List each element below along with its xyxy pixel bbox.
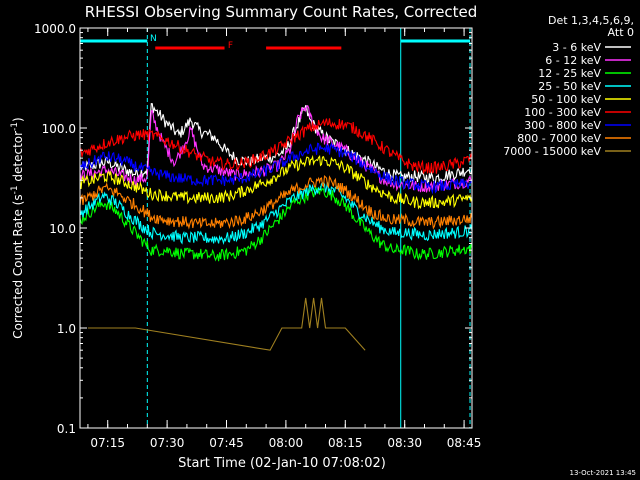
series-line-8 — [79, 174, 473, 230]
x-axis-label: Start Time (02-Jan-10 07:08:02) — [178, 456, 386, 471]
legend-label-1: 3 - 6 keV — [552, 41, 601, 54]
series-line-6 — [79, 118, 473, 174]
y-axis-label-sup1: -1 — [10, 185, 20, 194]
plot-area: NF — [79, 28, 473, 428]
legend-header-line-1: Det 1,3,4,5,6,9, — [548, 14, 634, 27]
x-tick-label-2: 07:30 — [150, 436, 185, 450]
legend-label-8: 800 - 7000 keV — [517, 132, 601, 145]
series-line-2 — [79, 104, 473, 193]
legend-label-7: 300 - 800 keV — [524, 119, 601, 132]
x-tick-label-3: 07:45 — [209, 436, 244, 450]
series-line-4 — [79, 182, 473, 245]
y-axis-label-main: Corrected Count Rate (s — [11, 194, 25, 338]
legend-label-5: 50 - 100 keV — [531, 93, 601, 106]
x-tick-label-7: 08:45 — [447, 436, 482, 450]
y-axis-label: Corrected Count Rate (s-1 detector-1) — [10, 117, 25, 338]
legend-label-9: 7000 - 15000 keV — [503, 145, 601, 158]
series-line-7 — [79, 142, 473, 195]
y-tick-label-1: 1000.0 — [34, 22, 76, 36]
series-line-5 — [79, 154, 473, 210]
y-axis-label-sup2: -1 — [10, 122, 20, 131]
x-tick-label-6: 08:30 — [387, 436, 422, 450]
axes: 1000.0 100.0 10.0 1.0 0.1 07:15 07:30 07:45 08:0… — [34, 22, 481, 450]
x-tick-label-1: 07:15 — [90, 436, 125, 450]
status-bar-label-3: F — [228, 41, 233, 51]
status-bar-label-1: N — [150, 34, 157, 44]
x-tick-label-5: 08:15 — [328, 436, 363, 450]
legend-label-2: 6 - 12 keV — [545, 54, 601, 67]
legend-label-4: 25 - 50 keV — [538, 80, 601, 93]
legend-header-line-2: Att 0 — [608, 26, 634, 39]
series-line-9 — [87, 297, 366, 351]
series-line-3 — [79, 185, 473, 262]
legend-label-3: 12 - 25 keV — [538, 67, 601, 80]
y-tick-label-3: 10.0 — [49, 222, 76, 236]
y-axis-label-mid: detector — [11, 131, 25, 186]
x-tick-label-4: 08:00 — [269, 436, 304, 450]
chart-title: RHESSI Observing Summary Count Rates, Co… — [85, 3, 478, 21]
y-tick-label-4: 1.0 — [57, 322, 76, 336]
y-tick-label-5: 0.1 — [57, 422, 76, 436]
y-axis-label-end: ) — [11, 117, 25, 122]
legend-label-6: 100 - 300 keV — [524, 106, 601, 119]
footer-timestamp: 13-Oct-2021 13:45 — [570, 469, 636, 477]
y-tick-label-2: 100.0 — [42, 122, 76, 136]
